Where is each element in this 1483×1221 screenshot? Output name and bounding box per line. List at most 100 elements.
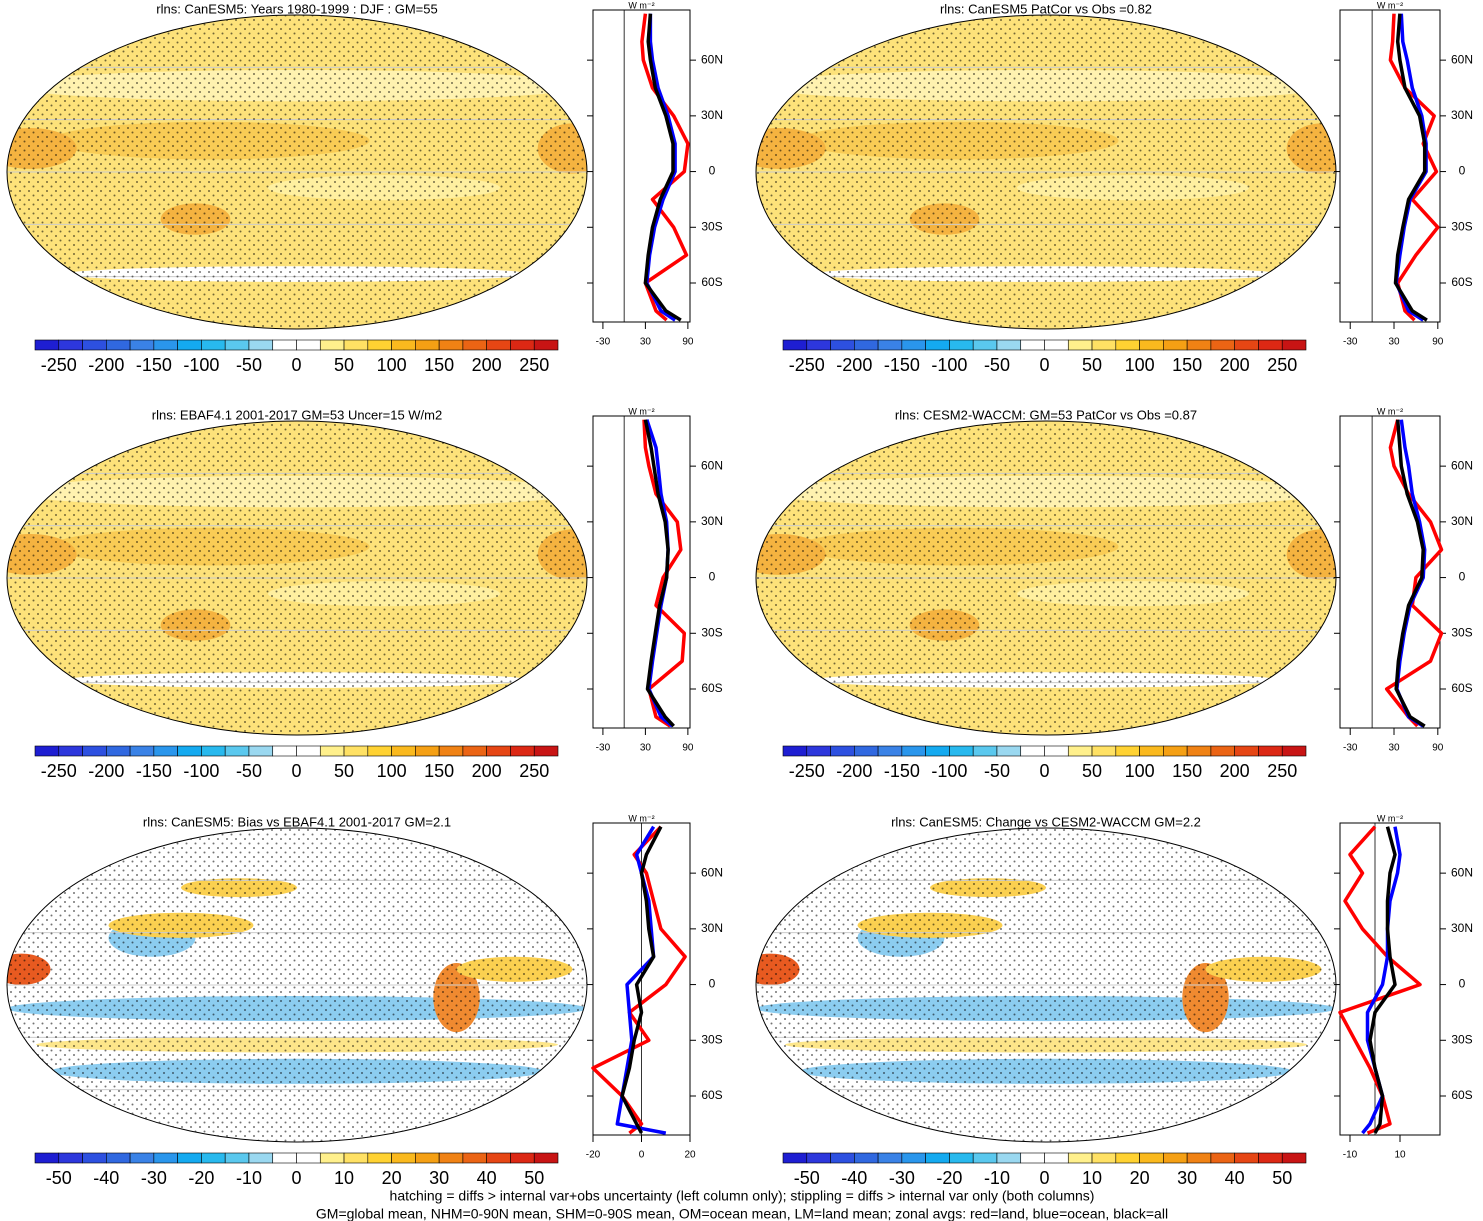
colorbar-box: [533, 1152, 559, 1164]
colorbar-box: [367, 745, 392, 757]
map-title: rlns: EBAF4.1 2001-2017 GM=53 Uncer=15 W…: [152, 407, 442, 422]
map: [7, 15, 587, 329]
x-tick-label: -30: [596, 337, 611, 348]
map-stipple: [7, 828, 587, 1142]
colorbar-box: [343, 745, 369, 757]
colorbar-box: [782, 745, 808, 757]
colorbar-box: [319, 339, 345, 351]
colorbar-label: 50: [1082, 355, 1102, 375]
map-stipple: [756, 15, 1336, 329]
colorbar-label: -200: [88, 761, 124, 781]
colorbar-box: [972, 745, 998, 757]
panel: rlns: CanESM5: Years 1980-1999 : DJF : G…: [6, 0, 723, 375]
colorbar-label: 20: [1130, 1168, 1150, 1188]
y-tick-label: 60N: [1451, 458, 1473, 472]
colorbar-label: 0: [1039, 761, 1049, 781]
zonal-line: [643, 13, 682, 322]
colorbar-box: [901, 1152, 926, 1164]
map-title: rlns: CESM2-WACCM: GM=53 PatCor vs Obs =…: [895, 407, 1197, 422]
y-tick-label: 30S: [701, 219, 722, 233]
y-tick-label: 0: [709, 164, 716, 178]
colorbar-box: [224, 745, 250, 757]
y-tick-label: 30S: [701, 1032, 722, 1046]
colorbar-label: 150: [424, 355, 454, 375]
colorbar-label: 0: [291, 761, 301, 781]
panel: rlns: CanESM5 PatCor vs Obs =0.82 -250 -20…: [755, 0, 1473, 375]
colorbar-label: -200: [88, 355, 124, 375]
y-tick-label: 30S: [1451, 219, 1472, 233]
x-axis-label: W m⁻²: [1377, 0, 1403, 10]
colorbar-box: [153, 745, 178, 757]
colorbar-label: -30: [889, 1168, 915, 1188]
colorbar-label: 200: [1220, 761, 1250, 781]
zonal-line: [643, 419, 675, 728]
colorbar-label: -20: [936, 1168, 962, 1188]
colorbar-box: [1258, 339, 1283, 351]
colorbar-box: [82, 745, 107, 757]
colorbar-label: -50: [794, 1168, 820, 1188]
colorbar-label: -250: [41, 355, 77, 375]
colorbar-box: [415, 745, 440, 757]
y-tick-label: 0: [709, 570, 716, 584]
x-tick-label: 90: [682, 743, 694, 754]
footer-note: hatching = diffs > internal var+obs unce…: [390, 1188, 1095, 1204]
colorbar-box: [925, 1152, 950, 1164]
colorbar-box: [925, 339, 950, 351]
colorbar-box: [1044, 745, 1069, 757]
x-tick-label: 90: [682, 337, 694, 348]
colorbar-box: [877, 745, 903, 757]
colorbar-box: [1044, 339, 1069, 351]
colorbar-box: [1163, 339, 1188, 351]
colorbar-box: [972, 1152, 998, 1164]
colorbar-label: 10: [1082, 1168, 1102, 1188]
panel: rlns: CanESM5: Change vs CESM2-WACCM GM=…: [755, 813, 1473, 1188]
colorbar-label: 250: [1267, 355, 1297, 375]
colorbar-box: [1210, 339, 1235, 351]
colorbar-box: [129, 1152, 155, 1164]
colorbar-box: [806, 745, 831, 757]
colorbar-label: 30: [1177, 1168, 1197, 1188]
colorbar-label: 20: [382, 1168, 402, 1188]
colorbar-box: [319, 1152, 345, 1164]
map-stipple: [7, 421, 587, 735]
panel: rlns: CESM2-WACCM: GM=53 PatCor vs Obs =…: [755, 406, 1473, 781]
colorbar-box: [462, 745, 487, 757]
colorbar-box: [925, 745, 950, 757]
colorbar-box: [782, 339, 808, 351]
colorbar-box: [1091, 745, 1117, 757]
colorbar-box: [1210, 745, 1235, 757]
colorbar-label: -150: [136, 761, 172, 781]
colorbar-box: [533, 339, 559, 351]
colorbar-box: [806, 1152, 831, 1164]
panel: rlns: EBAF4.1 2001-2017 GM=53 Uncer=15 W…: [6, 406, 723, 781]
colorbar-box: [1067, 339, 1093, 351]
colorbar-box: [877, 339, 903, 351]
colorbar-box: [201, 339, 226, 351]
colorbar-box: [1115, 1152, 1140, 1164]
x-tick-label: 0: [639, 1150, 645, 1161]
map-stipple: [756, 421, 1336, 735]
colorbar-box: [1020, 339, 1045, 351]
colorbar-box: [1115, 339, 1140, 351]
map-stipple: [7, 15, 587, 329]
colorbar-box: [177, 745, 202, 757]
colorbar-box: [877, 1152, 903, 1164]
x-tick-label: 30: [1388, 337, 1400, 348]
colorbar-box: [1091, 339, 1117, 351]
colorbar-box: [248, 339, 274, 351]
colorbar-label: -50: [46, 1168, 72, 1188]
map-title: rlns: CanESM5 PatCor vs Obs =0.82: [940, 1, 1152, 16]
colorbar-label: 0: [291, 1168, 301, 1188]
colorbar-label: -100: [183, 355, 219, 375]
colorbar-box: [462, 1152, 487, 1164]
x-axis-label: W m⁻²: [628, 406, 654, 416]
colorbar-box: [486, 339, 511, 351]
map-stipple: [756, 828, 1336, 1142]
colorbar-box: [830, 745, 855, 757]
colorbar-label: -200: [836, 761, 872, 781]
colorbar-label: -20: [188, 1168, 214, 1188]
colorbar-box: [1210, 1152, 1235, 1164]
colorbar-box: [296, 1152, 321, 1164]
y-tick-label: 30N: [1451, 108, 1473, 122]
